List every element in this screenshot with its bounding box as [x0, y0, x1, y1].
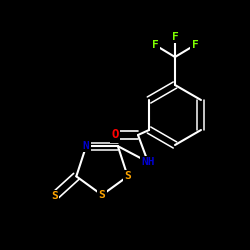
Text: F: F [192, 40, 198, 50]
Text: NH: NH [141, 157, 155, 167]
Text: S: S [51, 191, 58, 201]
Text: S: S [98, 190, 105, 200]
Text: N: N [83, 141, 89, 151]
Text: O: O [111, 128, 119, 141]
Text: F: F [172, 32, 178, 42]
Text: F: F [152, 40, 158, 50]
Text: S: S [124, 171, 131, 181]
